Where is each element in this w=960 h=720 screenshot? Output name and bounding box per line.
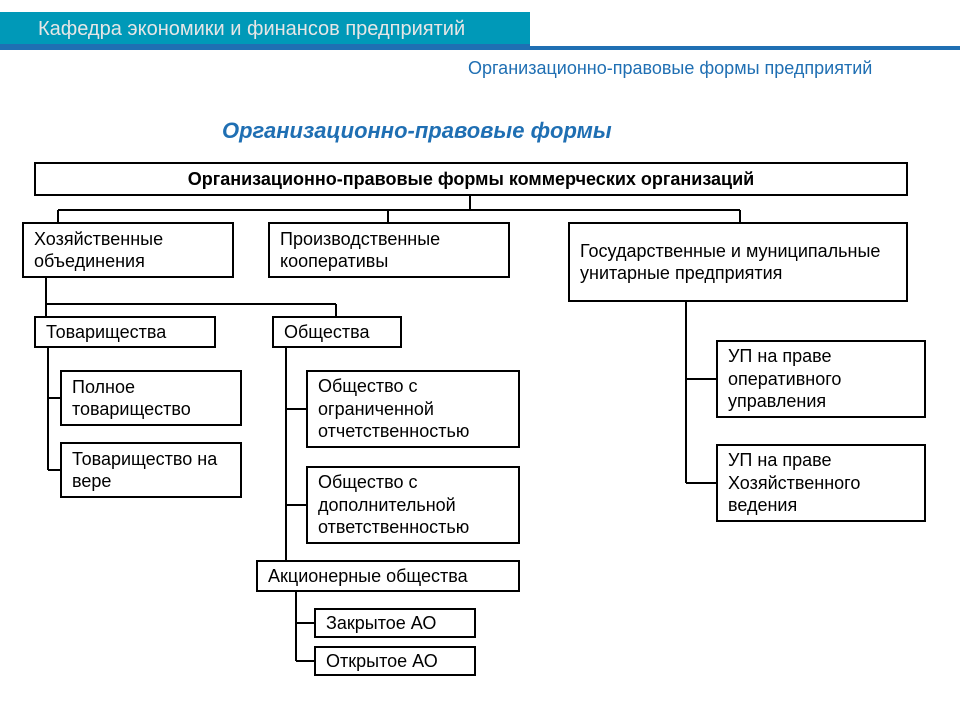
tree-node-gos: Государственные и муниципальные унитарны… xyxy=(568,222,908,302)
tree-node-ao: Акционерные общества xyxy=(256,560,520,592)
tree-node-ob1: Общество с ограниченной отчетственностью xyxy=(306,370,520,448)
tree-node-tov: Товарищества xyxy=(34,316,216,348)
tree-node-ob2: Общество с дополнительной ответственност… xyxy=(306,466,520,544)
tree-node-koop: Производственные кооперативы xyxy=(268,222,510,278)
dept-name: Кафедра экономики и финансов предприятий xyxy=(38,18,465,41)
tree-node-up2: УП на праве Хозяйственного ведения xyxy=(716,444,926,522)
tree-node-hoz: Хозяйственные объединения xyxy=(22,222,234,278)
tree-node-tov2: Товарищество на вере xyxy=(60,442,242,498)
tree-node-root: Организационно-правовые формы коммерческ… xyxy=(34,162,908,196)
tree-node-tov1: Полное товарищество xyxy=(60,370,242,426)
header-white-overlay xyxy=(530,12,960,46)
page-title: Организационно-правовые формы xyxy=(222,118,612,144)
tree-node-up1: УП на праве оперативного управления xyxy=(716,340,926,418)
tree-node-ao2: Открытое АО xyxy=(314,646,476,676)
breadcrumb-subtitle: Организационно-правовые формы предприяти… xyxy=(468,58,872,79)
tree-node-ao1: Закрытое АО xyxy=(314,608,476,638)
tree-node-obsh: Общества xyxy=(272,316,402,348)
